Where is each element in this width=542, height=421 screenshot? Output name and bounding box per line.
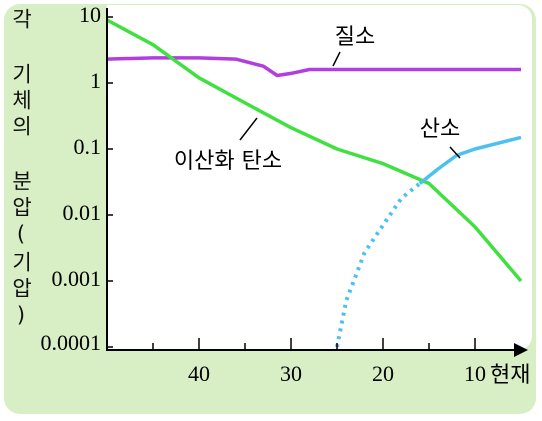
leader bbox=[449, 146, 461, 159]
x-tick-label: 10 bbox=[464, 361, 486, 386]
leader bbox=[239, 117, 258, 141]
series-line bbox=[106, 56, 521, 78]
y-axis-label: 각 기체의 분압(기압) bbox=[9, 8, 33, 332]
series-line bbox=[106, 18, 523, 283]
series-label: 산소 bbox=[420, 117, 460, 142]
y-tick-label: 0.0001 bbox=[41, 330, 102, 355]
series-label: 이산화 탄소 bbox=[174, 149, 282, 174]
x-end-label: 현재 bbox=[490, 363, 530, 388]
series-line bbox=[418, 135, 522, 185]
x-tick-label: 40 bbox=[188, 361, 210, 386]
y-tick-label: 0.1 bbox=[74, 134, 102, 159]
x-axis-arrow bbox=[514, 343, 528, 357]
x-tick-label: 30 bbox=[280, 361, 302, 386]
plot-area-corner bbox=[107, 300, 147, 350]
y-tick-label: 0.01 bbox=[63, 200, 102, 225]
series-line bbox=[335, 181, 422, 348]
y-tick-label: 1 bbox=[90, 68, 101, 93]
x-tick-label: 20 bbox=[372, 361, 394, 386]
marks bbox=[106, 18, 523, 348]
series-label: 질소 bbox=[335, 25, 375, 50]
plot-area bbox=[107, 5, 532, 350]
y-tick-label: 10 bbox=[79, 2, 101, 27]
leader bbox=[332, 51, 341, 67]
y-tick-label: 0.001 bbox=[52, 266, 102, 291]
